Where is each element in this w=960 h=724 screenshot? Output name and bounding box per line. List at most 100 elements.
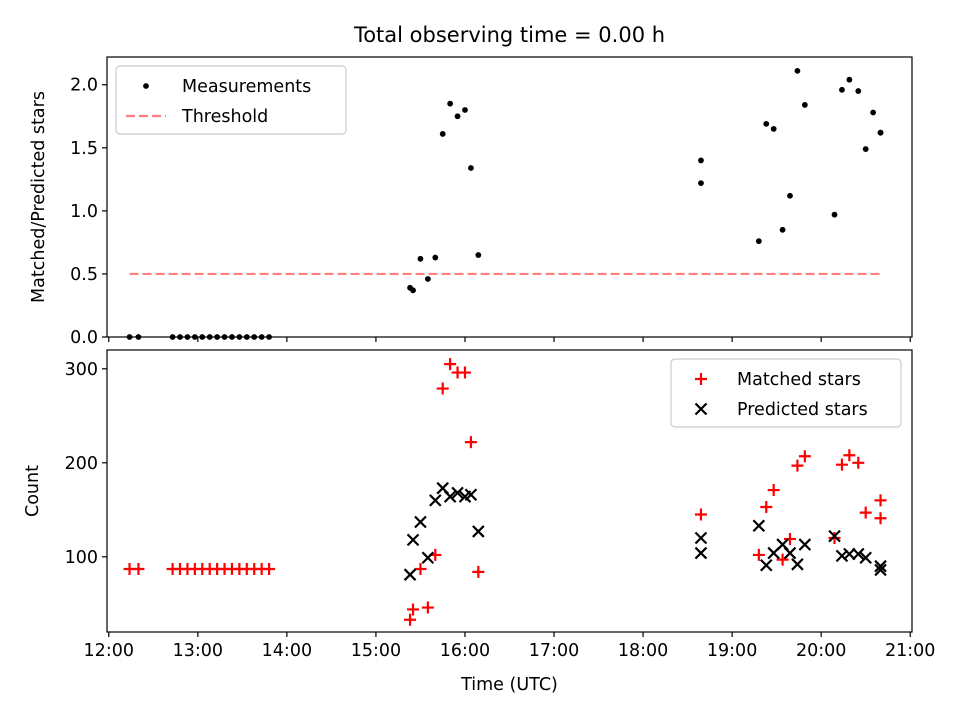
predicted-stars-point: [414, 515, 427, 529]
predicted-stars-point: [798, 538, 812, 551]
predicted-stars-point: [464, 488, 478, 502]
y-tick-label: 100: [65, 548, 98, 568]
predicted-stars-point: [443, 490, 457, 503]
bottom-panel: 12:00 13:00 14:00 15:00 16:00 17:00 18:00 19:00…: [23, 349, 935, 661]
predicted-stars-point: [851, 547, 865, 561]
axes-frame: [106, 56, 913, 338]
x-tick-label: 14:00: [262, 641, 312, 661]
predicted-stars-point: [429, 494, 442, 507]
predicted-stars-point: [694, 546, 708, 560]
axes-frame: [106, 349, 913, 633]
measurement-point: [801, 102, 808, 108]
measurement-point: [763, 120, 770, 127]
legend-label: Predicted stars: [737, 400, 868, 420]
predicted-stars-point: [835, 549, 849, 563]
matched-stars-point: [421, 601, 434, 614]
matched-stars-point: [752, 548, 765, 561]
measurement-point: [698, 180, 704, 187]
measurement-point: [439, 131, 446, 137]
predicted-stars-point: [874, 559, 887, 573]
measurement-point: [468, 165, 474, 171]
matched-stars-point: [784, 532, 797, 545]
predicted-stars-point: [472, 525, 485, 538]
measurement-point: [462, 107, 468, 113]
matched-stars-point: [436, 382, 449, 395]
x-tick-label: 17:00: [529, 641, 579, 661]
matched-stars-point: [694, 508, 707, 521]
y-axis-label: Count: [23, 465, 43, 517]
legend-label: Measurements: [182, 77, 311, 97]
measurement-point: [432, 254, 439, 261]
measurement-point: [410, 287, 416, 294]
legend-label: Matched stars: [737, 370, 861, 390]
legend-box: [115, 65, 347, 135]
predicted-stars-point: [406, 533, 420, 547]
legend-box: [670, 358, 902, 428]
predicted-stars-point: [791, 558, 804, 571]
measurement-point: [787, 192, 793, 199]
series-predicted-stars: [403, 481, 887, 581]
matched-stars-point: [472, 565, 485, 578]
matched-stars-point: [859, 506, 872, 519]
predicted-stars-point: [874, 563, 887, 577]
legend: Measurements Threshold: [115, 65, 347, 135]
measurement-point: [454, 113, 461, 120]
y-tick-label: 1.0: [70, 202, 98, 222]
x-tick-label: 15:00: [351, 641, 401, 661]
x-tick-label: 20:00: [796, 641, 846, 661]
matched-stars-point: [760, 500, 773, 513]
matched-stars-point: [695, 373, 707, 385]
measurement-point: [475, 252, 482, 258]
predicted-stars-point: [828, 529, 841, 543]
matched-stars-point: [767, 484, 780, 497]
matched-stars-point: [828, 532, 841, 544]
measurement-point: [698, 157, 704, 164]
x-axis-label: Time (UTC): [460, 675, 558, 695]
measurement-point: [143, 83, 149, 89]
predicted-stars-point: [451, 486, 464, 500]
legend-label: Threshold: [181, 107, 268, 127]
predicted-stars-point: [694, 402, 708, 416]
predicted-stars-point: [843, 547, 856, 561]
measurement-point: [870, 109, 877, 116]
matched-stars-point: [444, 358, 457, 371]
matched-stars-point: [776, 553, 789, 566]
predicted-stars-point: [752, 519, 766, 533]
x-tick-label: 21:00: [885, 641, 935, 661]
matched-stars-point: [835, 458, 848, 471]
matched-stars-point: [404, 613, 417, 626]
x-tick-label: 13:00: [173, 641, 223, 661]
measurement-point: [839, 86, 845, 93]
predicted-stars-point: [759, 558, 773, 572]
matched-stars-point: [458, 366, 471, 379]
matched-stars-point: [132, 563, 145, 576]
predicted-stars-point: [694, 531, 708, 545]
x-tick-label: 18:00: [618, 641, 668, 661]
measurement-point: [831, 211, 838, 218]
measurement-point: [770, 125, 777, 132]
predicted-stars-point: [403, 568, 417, 581]
measurement-point: [417, 255, 424, 262]
predicted-stars-point: [783, 546, 797, 560]
measurement-point: [424, 276, 431, 282]
matched-stars-point: [263, 563, 276, 576]
predicted-stars-point: [421, 551, 435, 565]
x-tick-label: 12:00: [84, 641, 134, 661]
matched-stars-point: [464, 436, 477, 449]
measurement-point: [779, 226, 786, 233]
y-tick-label: 0.0: [70, 328, 98, 348]
matched-stars-point: [798, 450, 811, 463]
measurement-point: [877, 129, 884, 136]
y-tick-label: 300: [65, 360, 98, 380]
y-axis-label: Matched/Predicted stars: [29, 91, 49, 303]
chart-title: Total observing time = 0.00 h: [353, 23, 665, 47]
measurement-point: [447, 100, 454, 107]
y-tick-label: 200: [65, 454, 98, 474]
measurement-point: [794, 67, 801, 74]
top-panel: 0.0 0.5 1.0 1.5 2.0 Matched/Predicted stars Me…: [29, 56, 913, 348]
series-matched-stars: [123, 358, 887, 626]
matched-stars-point: [843, 449, 856, 462]
measurement-point: [755, 238, 762, 245]
matched-stars-point: [852, 456, 865, 469]
